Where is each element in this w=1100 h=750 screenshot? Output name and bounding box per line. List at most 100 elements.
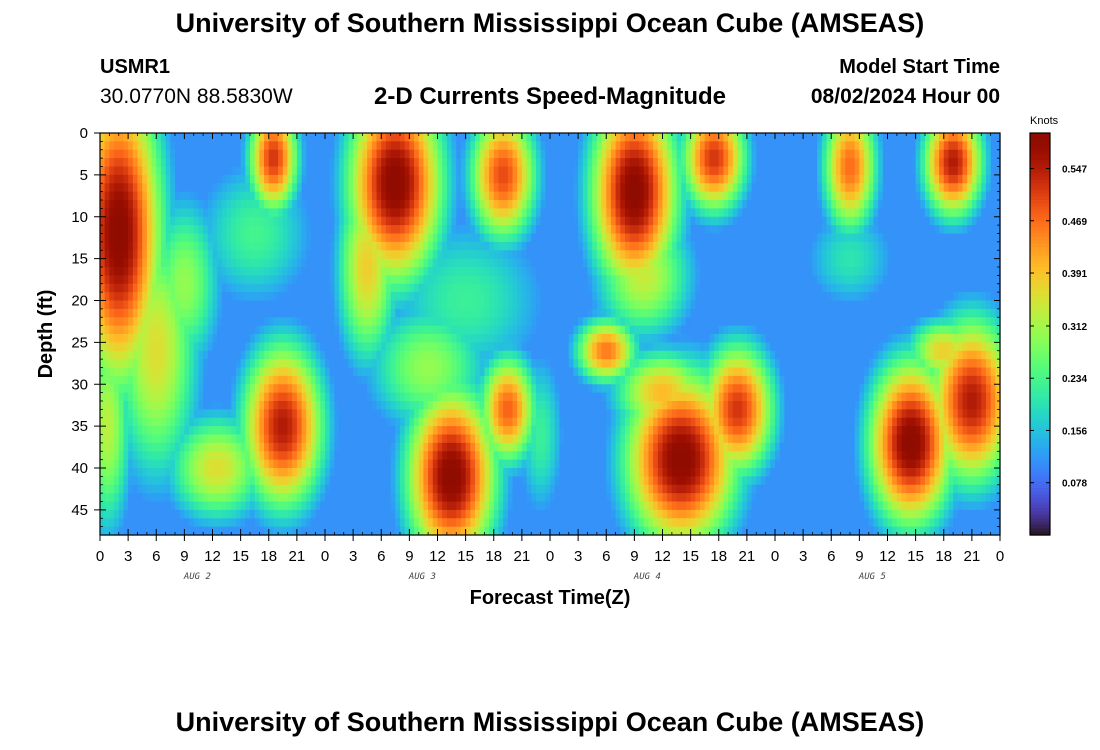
heatmap-cell (325, 509, 331, 519)
heatmap-cell (493, 526, 500, 536)
heatmap-cell (418, 250, 425, 260)
heatmap-cell (292, 375, 298, 385)
heatmap-cell (193, 183, 200, 193)
heatmap-cell (175, 208, 181, 218)
heatmap-cell (507, 342, 514, 352)
heatmap-cell (235, 283, 242, 293)
heatmap-cell (554, 484, 560, 494)
heatmap-cell (554, 426, 560, 436)
heatmap-cell (376, 334, 382, 343)
heatmap-cell (292, 317, 298, 327)
heatmap-cell (545, 174, 551, 184)
heatmap-cell (432, 308, 439, 318)
heatmap-cell (564, 426, 570, 436)
heatmap-cell (264, 325, 270, 335)
heatmap-cell (362, 409, 368, 419)
heatmap-cell (564, 459, 570, 469)
heatmap-cell (254, 359, 260, 369)
heatmap-cell (160, 451, 167, 461)
heatmap-cell (296, 350, 303, 360)
heatmap-cell (362, 468, 368, 477)
heatmap-cell (550, 241, 556, 251)
heatmap-cell (104, 208, 110, 218)
heatmap-cell (282, 392, 289, 402)
heatmap-cell (170, 241, 176, 251)
heatmap-cell (235, 133, 242, 142)
heatmap-cell (362, 174, 368, 184)
heatmap-cell (395, 191, 401, 201)
heatmap-cell (132, 518, 139, 528)
heatmap-cell (404, 233, 410, 243)
heatmap-cell (207, 183, 214, 193)
heatmap-cell (146, 426, 153, 436)
heatmap-cell (282, 342, 289, 352)
heatmap-cell (137, 200, 143, 209)
heatmap-cell (268, 233, 275, 243)
heatmap-cell (554, 501, 560, 511)
heatmap-cell (212, 476, 218, 486)
heatmap-cell (559, 518, 565, 528)
heatmap-cell (207, 166, 214, 176)
heatmap-cell (554, 241, 560, 251)
heatmap-cell (198, 484, 204, 494)
heatmap-cell (264, 484, 270, 494)
heatmap-cell (250, 166, 256, 176)
heatmap-cell (264, 317, 270, 327)
heatmap-cell (137, 476, 143, 486)
heatmap-cell (446, 141, 453, 151)
heatmap-cell (573, 518, 579, 528)
heatmap-cell (268, 375, 275, 385)
heatmap-cell (385, 250, 392, 260)
heatmap-cell (114, 426, 120, 436)
heatmap-cell (446, 158, 453, 168)
heatmap-cell (432, 367, 439, 377)
heatmap-cell (306, 166, 312, 176)
heatmap-cell (114, 158, 120, 168)
heatmap-cell (535, 392, 542, 402)
heatmap-cell (367, 283, 373, 293)
heatmap-cell (484, 501, 490, 511)
heatmap-cell (231, 476, 237, 486)
heatmap-cell (235, 149, 242, 159)
heatmap-cell (240, 526, 246, 536)
heatmap-cell (550, 367, 556, 377)
heatmap-cell (132, 233, 139, 243)
heatmap-cell (442, 367, 448, 377)
heatmap-cell (367, 208, 373, 218)
heatmap-cell (310, 451, 317, 461)
heatmap-cell (460, 325, 467, 335)
heatmap-cell (526, 476, 532, 486)
heatmap-cell (193, 350, 200, 360)
heatmap-cell (189, 484, 195, 494)
heatmap-cell (423, 275, 429, 285)
heatmap-cell (550, 149, 556, 159)
heatmap-cell (564, 308, 570, 318)
heatmap-cell (175, 426, 181, 436)
heatmap-cell (343, 158, 350, 168)
heatmap-cell (517, 493, 523, 503)
heatmap-cell (114, 493, 120, 503)
heatmap-cell (475, 384, 481, 394)
heatmap-cell (296, 325, 303, 335)
heatmap-cell (521, 233, 528, 243)
heatmap-cell (184, 216, 190, 226)
heatmap-cell (367, 183, 373, 193)
heatmap-cell (353, 141, 359, 151)
heatmap-cell (442, 434, 448, 444)
heatmap-cell (118, 275, 125, 285)
heatmap-cell (470, 275, 476, 285)
heatmap-cell (484, 233, 490, 243)
heatmap-cell (503, 526, 509, 536)
heatmap-cell (437, 241, 443, 251)
heatmap-cell (128, 183, 134, 193)
heatmap-cell (498, 442, 504, 452)
heatmap-cell (512, 191, 518, 201)
heatmap-cell (357, 426, 364, 436)
heatmap-cell (179, 325, 185, 335)
heatmap-cell (371, 174, 378, 184)
heatmap-cell (540, 317, 546, 327)
heatmap-cell (193, 459, 200, 469)
heatmap-cell (189, 384, 195, 394)
heatmap-cell (212, 166, 218, 176)
heatmap-cell (132, 359, 139, 369)
